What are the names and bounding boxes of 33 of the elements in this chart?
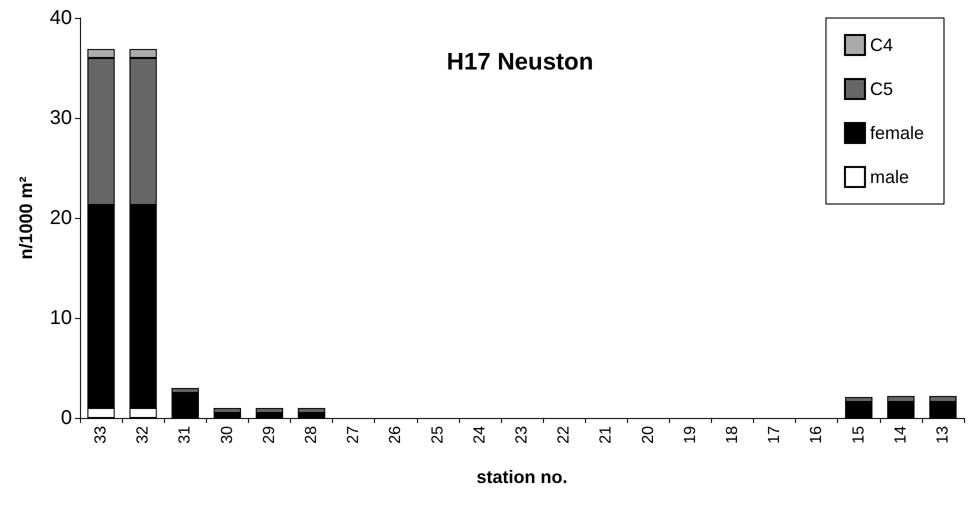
x-tick-label: 23 <box>514 426 530 444</box>
x-tick-label: 14 <box>892 426 910 444</box>
x-tick-label: 20 <box>640 426 657 444</box>
x-tick-label: 17 <box>766 426 784 444</box>
y-axis-title: n/1000 m² <box>16 176 36 260</box>
x-tick-label: 16 <box>808 426 826 444</box>
x-tick-label: 15 <box>850 426 868 444</box>
y-tick-label: 10 <box>50 307 72 329</box>
x-tick-label: 18 <box>724 426 741 444</box>
x-tick-label: 28 <box>303 426 320 444</box>
x-tick-label: 30 <box>218 426 236 444</box>
x-tick-label: 21 <box>598 426 615 444</box>
x-tick-label: 13 <box>934 426 952 444</box>
x-tick-label: 27 <box>345 426 362 444</box>
x-axis-title: station no. <box>476 467 568 487</box>
text: H17 Neuston <box>446 48 594 76</box>
x-tick-label: 31 <box>176 426 194 444</box>
y-tick-label: 0 <box>60 407 72 429</box>
x-tick-label: 32 <box>134 426 152 444</box>
legend-label: C4 <box>870 35 893 55</box>
x-tick-label: 19 <box>682 426 699 444</box>
x-tick-label: 24 <box>471 426 488 444</box>
legend-label: male <box>870 167 909 187</box>
x-tick-label: 33 <box>92 426 110 444</box>
x-tick-label: 22 <box>556 426 573 444</box>
legend-label: C5 <box>870 79 893 99</box>
x-tick-label: 25 <box>429 426 446 444</box>
y-tick-label: 40 <box>50 7 72 29</box>
y-tick-label: 20 <box>50 207 72 229</box>
x-tick-label: 26 <box>387 426 404 444</box>
x-tick-label: 29 <box>260 426 278 444</box>
y-tick-label: 30 <box>50 107 72 129</box>
legend-label: female <box>870 123 924 143</box>
